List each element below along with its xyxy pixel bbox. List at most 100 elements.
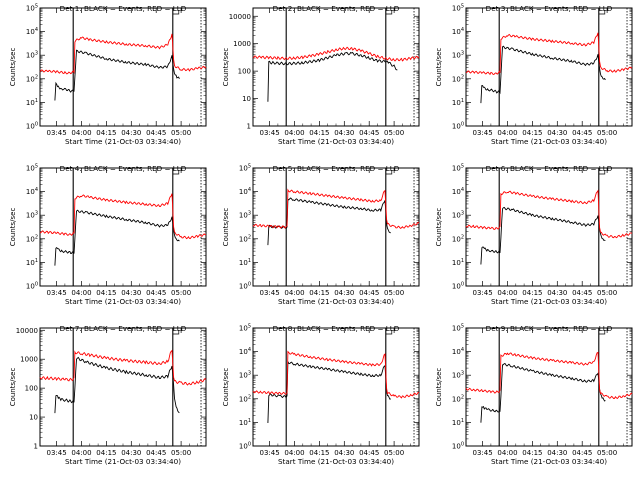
marker-flag [385,330,393,335]
x-tick-label: 04:45 [146,449,166,457]
chart-panel-4: Det 4: BLACK = Events, RED = LLD 100 101 10… [9,164,207,306]
marker-flag [385,170,393,175]
x-tick-label: 04:45 [572,289,592,297]
y-tick-label: 102 [239,234,251,243]
x-tick-label: 04:45 [146,289,166,297]
chart-title: Det 5: BLACK = Events, RED = LLD [273,164,400,173]
y-tick-label: 101 [26,258,38,267]
x-tick-label: 04:15 [309,449,329,457]
x-tick-label: 03:45 [47,289,67,297]
y-axis-label: Counts/sec [435,208,443,247]
series-events-line [480,45,606,104]
marker-flag [598,330,606,335]
y-tick-label: 100 [452,282,464,291]
y-tick-label: 104 [239,347,251,356]
series-events-line [54,49,180,101]
marker-flag [172,170,180,175]
x-tick-label: 04:00 [284,449,304,457]
x-tick-label: 04:30 [334,289,354,297]
series-events-line [54,356,180,414]
chart-panel-8: Det 8: BLACK = Events, RED = LLD 100 101 10… [222,324,420,466]
chart-title: Det 2: BLACK = Events, RED = LLD [273,4,400,13]
series-lld-line [465,189,633,239]
x-tick-label: 04:30 [334,449,354,457]
x-tick-label: 03:45 [47,449,67,457]
x-tick-label: 04:15 [96,449,116,457]
x-tick-label: 04:30 [547,129,567,137]
y-tick-label: 105 [452,324,464,333]
x-tick-label: 04:45 [146,129,166,137]
x-tick-label: 04:30 [121,449,141,457]
x-tick-label: 04:00 [497,449,517,457]
y-tick-label: 101 [26,98,38,107]
y-tick-label: 102 [452,74,464,83]
x-tick-label: 03:45 [260,449,280,457]
y-axis-label: Counts/sec [9,48,17,87]
y-tick-label: 104 [452,187,464,196]
y-tick-label: 104 [26,27,38,36]
y-tick-label: 103 [452,211,464,220]
x-tick-label: 05:00 [171,449,191,457]
x-tick-label: 04:00 [284,129,304,137]
chart-title: Det 3: BLACK = Events, RED = LLD [486,4,613,13]
x-tick-label: 04:00 [71,129,91,137]
series-events-line [267,51,398,102]
x-tick-label: 04:15 [96,129,116,137]
y-tick-label: 101 [239,258,251,267]
y-tick-label: 100 [239,282,251,291]
y-tick-label: 10000 [229,13,251,21]
marker-flag [598,10,606,15]
y-axis-label: Counts/sec [222,208,230,247]
x-tick-label: 05:00 [384,129,404,137]
y-axis-label: Counts/sec [435,48,443,87]
marker-flag [385,10,393,15]
y-tick-label: 104 [239,187,251,196]
chart-title: Det 1: BLACK = Events, RED = LLD [60,4,187,13]
y-tick-label: 105 [452,164,464,173]
x-tick-label: 03:45 [473,449,493,457]
x-axis-label: Start Time (21-Oct-03 03:34:40) [491,137,607,146]
series-events-line [54,209,180,266]
chart-panel-1: Det 1: BLACK = Events, RED = LLD 100 101 10… [9,4,207,146]
marker-flag [172,10,180,15]
chart-panel-6: Det 6: BLACK = Events, RED = LLD 100 101 10… [435,164,633,306]
y-tick-label: 100 [452,442,464,451]
series-events-line [480,363,606,423]
x-tick-label: 05:00 [597,289,617,297]
plot-frame [465,7,633,127]
chart-panel-2: Det 2: BLACK = Events, RED = LLD 1 10 100 10… [222,4,420,146]
x-axis-label: Start Time (21-Oct-03 03:34:40) [65,137,181,146]
x-tick-label: 04:45 [572,449,592,457]
y-tick-label: 103 [26,211,38,220]
y-tick-label: 104 [452,347,464,356]
y-tick-label: 1 [34,443,38,451]
y-tick-label: 101 [452,258,464,267]
x-tick-label: 04:15 [309,289,329,297]
y-tick-label: 100 [239,442,251,451]
series-lld-line [39,193,207,240]
plot-frame [252,327,420,447]
x-tick-label: 05:00 [384,289,404,297]
marker-flag [598,170,606,175]
y-tick-label: 100 [452,122,464,131]
series-events-line [267,197,391,246]
y-axis-label: Counts/sec [9,208,17,247]
x-tick-label: 03:45 [473,289,493,297]
x-axis-label: Start Time (21-Oct-03 03:34:40) [278,137,394,146]
y-tick-label: 101 [239,418,251,427]
marker-flag [172,330,180,335]
series-events-line [480,206,606,265]
plot-frame [465,327,633,447]
x-axis-label: Start Time (21-Oct-03 03:34:40) [278,297,394,306]
plot-frame [252,7,420,127]
y-tick-label: 103 [452,51,464,60]
series-lld-line [39,349,207,386]
x-tick-label: 05:00 [171,289,191,297]
y-tick-label: 102 [26,234,38,243]
chart-panel-5: Det 5: BLACK = Events, RED = LLD 100 101 10… [222,164,420,306]
y-tick-label: 105 [26,4,38,13]
y-tick-label: 102 [239,394,251,403]
x-tick-label: 04:45 [359,289,379,297]
plot-frame [465,167,633,287]
